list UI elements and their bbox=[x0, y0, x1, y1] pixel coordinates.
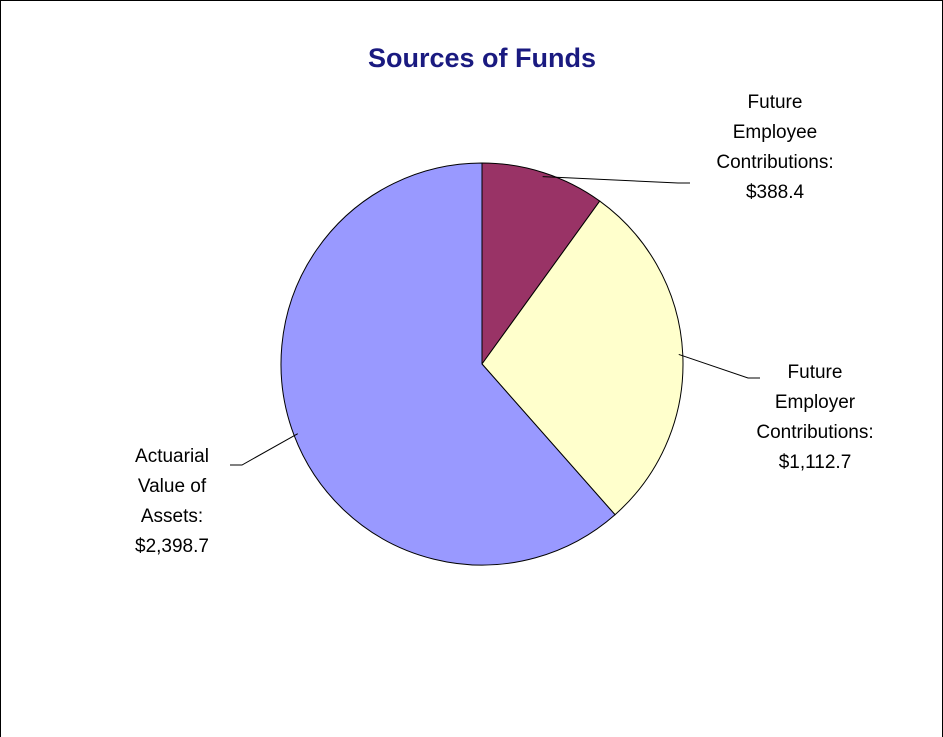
pie-slice bbox=[481, 162, 601, 366]
category-label: Actuarial Value of Assets: bbox=[135, 446, 209, 527]
category-label: Future Employee Contributions: bbox=[716, 92, 834, 173]
leader-line bbox=[542, 176, 690, 184]
value-label: $388.4 bbox=[745, 182, 805, 203]
pie-slice bbox=[280, 162, 616, 566]
value-label: $1,112.7 bbox=[778, 452, 852, 473]
data-label: Future Employee Contributions: $388.4 bbox=[716, 88, 833, 208]
data-label: Actuarial Value of Assets: $2,398.7 bbox=[117, 442, 227, 562]
leader-line bbox=[230, 433, 298, 466]
category-label: Future Employer Contributions: bbox=[756, 362, 874, 443]
chart-title: Sources of Funds bbox=[368, 43, 596, 73]
pie-slice bbox=[481, 200, 684, 516]
leader-line bbox=[678, 353, 760, 379]
data-label: Future Employer Contributions: $1,112.7 bbox=[756, 358, 873, 478]
value-label: $2,398.7 bbox=[135, 536, 209, 557]
